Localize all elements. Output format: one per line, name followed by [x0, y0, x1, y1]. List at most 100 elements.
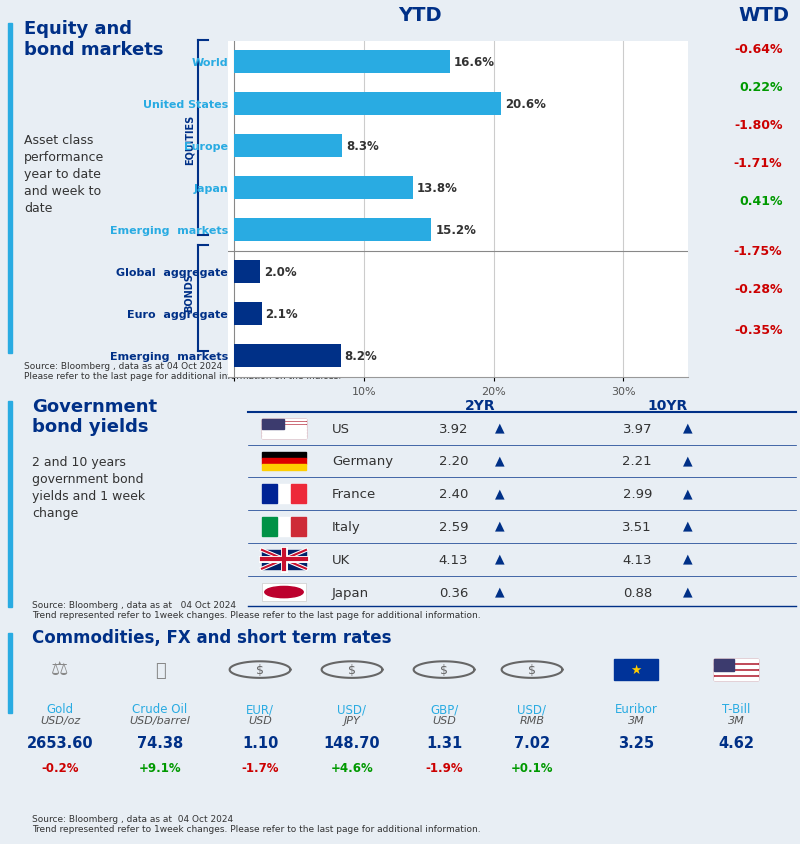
Bar	[262, 517, 277, 536]
Text: 2.20: 2.20	[438, 455, 468, 468]
Bar	[234, 135, 342, 158]
Bar	[262, 464, 306, 471]
Text: YTD: YTD	[398, 6, 442, 24]
Text: ▲: ▲	[683, 519, 693, 533]
Text: Commodities, FX and short term rates: Commodities, FX and short term rates	[32, 629, 391, 647]
Text: $: $	[440, 663, 448, 676]
Text: Europe: Europe	[184, 142, 228, 152]
Bar	[8, 402, 12, 608]
Text: ▲: ▲	[495, 486, 505, 500]
Text: US: US	[332, 422, 350, 436]
Text: -0.64%: -0.64%	[734, 42, 782, 56]
Text: Crude Oil: Crude Oil	[132, 702, 188, 716]
Text: 3.92: 3.92	[438, 422, 468, 436]
Text: Germany: Germany	[332, 455, 393, 468]
Bar	[262, 428, 306, 430]
Bar	[8, 633, 12, 713]
Text: 1.10: 1.10	[242, 735, 278, 750]
Text: EUR/: EUR/	[246, 702, 274, 716]
Text: 2.59: 2.59	[438, 521, 468, 533]
Text: 13.8%: 13.8%	[417, 182, 458, 195]
Text: Source: Bloomberg , data as at  04 Oct 2024
Trend represented refer to 1week cha: Source: Bloomberg , data as at 04 Oct 20…	[32, 814, 481, 833]
Text: ★: ★	[630, 663, 642, 676]
Text: -0.35%: -0.35%	[734, 323, 782, 336]
Bar	[262, 484, 277, 504]
Text: 0.22%: 0.22%	[739, 81, 782, 94]
Bar	[262, 419, 284, 430]
Text: 148.70: 148.70	[324, 735, 380, 750]
Text: RMB: RMB	[519, 716, 545, 726]
Text: 7.02: 7.02	[514, 735, 550, 750]
Text: France: France	[332, 488, 376, 500]
Bar	[548, 403, 792, 608]
Text: 2653.60: 2653.60	[26, 735, 94, 750]
Text: 3.97: 3.97	[622, 422, 652, 436]
Text: JPY: JPY	[344, 716, 360, 726]
Bar	[714, 665, 758, 668]
Text: GBP/: GBP/	[430, 702, 458, 716]
Text: Euro  aggregate: Euro aggregate	[127, 310, 228, 319]
Text: Euribor: Euribor	[614, 702, 658, 716]
Text: $: $	[528, 663, 536, 676]
Text: -1.7%: -1.7%	[242, 761, 278, 774]
Text: 10YR: 10YR	[648, 398, 688, 412]
Text: Emerging  markets: Emerging markets	[110, 351, 228, 361]
Text: WTD: WTD	[738, 6, 790, 24]
Text: USD/barrel: USD/barrel	[130, 716, 190, 726]
Text: T-Bill: T-Bill	[722, 702, 750, 716]
Bar	[291, 484, 306, 504]
Text: USD: USD	[248, 716, 272, 726]
Text: 4.13: 4.13	[622, 553, 652, 566]
Text: Source: Bloomberg , data as at 04 Oct 2024
Please refer to the last page for add: Source: Bloomberg , data as at 04 Oct 20…	[24, 361, 342, 381]
Bar	[262, 517, 306, 536]
Bar	[714, 677, 758, 680]
Text: USD/oz: USD/oz	[40, 716, 80, 726]
Text: USD/: USD/	[518, 702, 546, 716]
Text: 3.51: 3.51	[622, 521, 652, 533]
Text: 2.0%: 2.0%	[264, 266, 297, 279]
Text: 🛢: 🛢	[154, 661, 166, 679]
Text: 0.88: 0.88	[622, 586, 652, 599]
Bar	[234, 219, 431, 242]
Text: ▲: ▲	[495, 585, 505, 598]
Text: ▲: ▲	[495, 519, 505, 533]
Bar	[262, 419, 306, 421]
Text: -1.80%: -1.80%	[734, 119, 782, 132]
Text: 2.99: 2.99	[622, 488, 652, 500]
Bar	[234, 261, 260, 284]
Text: 1.31: 1.31	[426, 735, 462, 750]
Text: 74.38: 74.38	[137, 735, 183, 750]
Text: Italy: Italy	[332, 521, 361, 533]
Text: 4.62: 4.62	[718, 735, 754, 750]
Bar	[714, 659, 758, 680]
Bar	[262, 550, 306, 569]
Text: 15.2%: 15.2%	[435, 224, 476, 237]
Text: $: $	[348, 663, 356, 676]
Bar	[262, 458, 306, 464]
Text: 3M: 3M	[628, 716, 644, 726]
Text: 3M: 3M	[728, 716, 744, 726]
Text: ▲: ▲	[495, 454, 505, 467]
Text: Equity and
bond markets: Equity and bond markets	[24, 19, 163, 59]
Text: USD: USD	[432, 716, 456, 726]
Bar	[234, 344, 341, 368]
Text: 2 and 10 years
government bond
yields and 1 week
change: 2 and 10 years government bond yields an…	[32, 456, 145, 520]
Text: Gold: Gold	[46, 702, 74, 716]
Text: Asset class
performance
year to date
and week to
date: Asset class performance year to date and…	[24, 133, 104, 214]
Bar	[262, 422, 306, 424]
Text: BONDS: BONDS	[185, 273, 194, 311]
Text: ▲: ▲	[495, 552, 505, 565]
Text: -1.71%: -1.71%	[734, 157, 782, 170]
Bar	[234, 303, 262, 326]
Text: 8.3%: 8.3%	[346, 140, 378, 153]
Bar	[8, 24, 12, 353]
Bar	[262, 484, 306, 504]
Text: Japan: Japan	[332, 586, 369, 599]
Bar	[262, 583, 306, 602]
Text: 0.36: 0.36	[438, 586, 468, 599]
Bar	[262, 436, 306, 438]
Text: -1.9%: -1.9%	[425, 761, 463, 774]
Text: 2.40: 2.40	[438, 488, 468, 500]
Text: 4.13: 4.13	[438, 553, 468, 566]
Bar	[262, 419, 306, 438]
